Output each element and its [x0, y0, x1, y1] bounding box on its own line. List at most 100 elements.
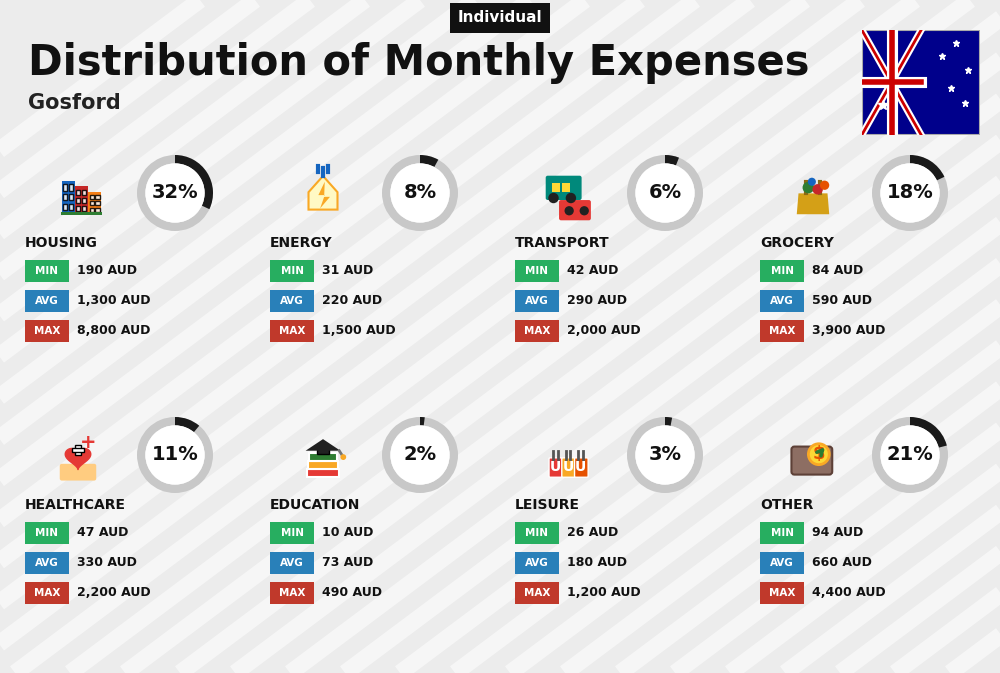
Text: 490 AUD: 490 AUD [322, 586, 382, 600]
Text: 47 AUD: 47 AUD [77, 526, 128, 540]
FancyBboxPatch shape [546, 176, 582, 200]
Text: 2,200 AUD: 2,200 AUD [77, 586, 151, 600]
FancyBboxPatch shape [75, 445, 81, 456]
Text: AVG: AVG [770, 296, 794, 306]
FancyBboxPatch shape [270, 552, 314, 574]
Text: Distribution of Monthly Expenses: Distribution of Monthly Expenses [28, 42, 810, 84]
Circle shape [808, 178, 816, 186]
FancyBboxPatch shape [515, 522, 559, 544]
Text: 290 AUD: 290 AUD [567, 295, 627, 308]
Text: MIN: MIN [526, 528, 548, 538]
Text: U: U [562, 460, 574, 474]
Text: 1,200 AUD: 1,200 AUD [567, 586, 641, 600]
Text: OTHER: OTHER [760, 498, 813, 512]
Text: 42 AUD: 42 AUD [567, 264, 618, 277]
FancyBboxPatch shape [82, 190, 86, 194]
Wedge shape [872, 155, 948, 231]
Wedge shape [382, 417, 458, 493]
FancyBboxPatch shape [515, 552, 559, 574]
FancyBboxPatch shape [549, 458, 563, 477]
FancyBboxPatch shape [760, 290, 804, 312]
Circle shape [340, 454, 346, 460]
FancyBboxPatch shape [25, 320, 69, 342]
FancyBboxPatch shape [308, 461, 338, 469]
FancyBboxPatch shape [307, 469, 339, 477]
Text: 73 AUD: 73 AUD [322, 557, 373, 569]
Circle shape [565, 206, 574, 215]
Polygon shape [318, 182, 330, 209]
Text: Gosford: Gosford [28, 93, 121, 113]
FancyBboxPatch shape [63, 194, 67, 201]
Text: HEALTHCARE: HEALTHCARE [25, 498, 126, 512]
Text: AVG: AVG [525, 296, 549, 306]
Circle shape [580, 206, 589, 215]
Text: 21%: 21% [887, 446, 933, 464]
FancyBboxPatch shape [515, 260, 559, 282]
Text: MIN: MIN [36, 528, 58, 538]
Text: AVG: AVG [35, 558, 59, 568]
Polygon shape [308, 176, 338, 209]
FancyBboxPatch shape [270, 320, 314, 342]
FancyBboxPatch shape [95, 194, 100, 199]
Circle shape [808, 444, 829, 464]
Text: MIN: MIN [280, 528, 304, 538]
Circle shape [880, 164, 940, 223]
Circle shape [548, 192, 559, 203]
FancyBboxPatch shape [562, 183, 570, 192]
Text: 6%: 6% [648, 184, 682, 203]
Wedge shape [665, 417, 672, 426]
Circle shape [635, 425, 695, 485]
FancyBboxPatch shape [25, 522, 69, 544]
Text: MAX: MAX [524, 326, 550, 336]
FancyBboxPatch shape [63, 204, 67, 210]
FancyBboxPatch shape [559, 200, 591, 220]
FancyBboxPatch shape [76, 206, 80, 211]
Text: 8,800 AUD: 8,800 AUD [77, 324, 150, 337]
FancyBboxPatch shape [25, 260, 69, 282]
FancyBboxPatch shape [69, 194, 73, 201]
FancyBboxPatch shape [72, 448, 84, 452]
Text: AVG: AVG [525, 558, 549, 568]
FancyBboxPatch shape [760, 320, 804, 342]
FancyBboxPatch shape [562, 458, 575, 477]
Text: U: U [550, 460, 561, 474]
FancyBboxPatch shape [61, 212, 102, 215]
FancyBboxPatch shape [25, 552, 69, 574]
Wedge shape [137, 155, 213, 231]
Text: 4,400 AUD: 4,400 AUD [812, 586, 886, 600]
Text: $: $ [813, 446, 825, 463]
Text: MIN: MIN [526, 266, 548, 276]
Circle shape [820, 180, 829, 190]
FancyBboxPatch shape [95, 201, 100, 205]
FancyBboxPatch shape [69, 184, 73, 190]
Text: 180 AUD: 180 AUD [567, 557, 627, 569]
Text: 2%: 2% [403, 446, 437, 464]
FancyBboxPatch shape [862, 30, 980, 135]
FancyBboxPatch shape [76, 198, 80, 203]
FancyBboxPatch shape [88, 192, 101, 215]
Text: TRANSPORT: TRANSPORT [515, 236, 610, 250]
Wedge shape [420, 155, 438, 167]
Text: 11%: 11% [152, 446, 198, 464]
Wedge shape [910, 155, 944, 180]
Wedge shape [910, 417, 947, 448]
Text: MAX: MAX [279, 588, 305, 598]
FancyBboxPatch shape [760, 260, 804, 282]
Text: ENERGY: ENERGY [270, 236, 333, 250]
Text: AVG: AVG [280, 296, 304, 306]
Text: 220 AUD: 220 AUD [322, 295, 382, 308]
FancyBboxPatch shape [95, 208, 100, 212]
Text: +: + [80, 433, 97, 452]
Text: 32%: 32% [152, 184, 198, 203]
Wedge shape [627, 417, 703, 493]
Text: 10 AUD: 10 AUD [322, 526, 373, 540]
Text: MAX: MAX [769, 588, 795, 598]
FancyBboxPatch shape [552, 183, 560, 192]
Text: 26 AUD: 26 AUD [567, 526, 618, 540]
Text: 660 AUD: 660 AUD [812, 557, 872, 569]
FancyBboxPatch shape [75, 186, 88, 215]
Text: HOUSING: HOUSING [25, 236, 98, 250]
Text: EDUCATION: EDUCATION [270, 498, 360, 512]
Polygon shape [306, 439, 340, 451]
Text: 330 AUD: 330 AUD [77, 557, 137, 569]
